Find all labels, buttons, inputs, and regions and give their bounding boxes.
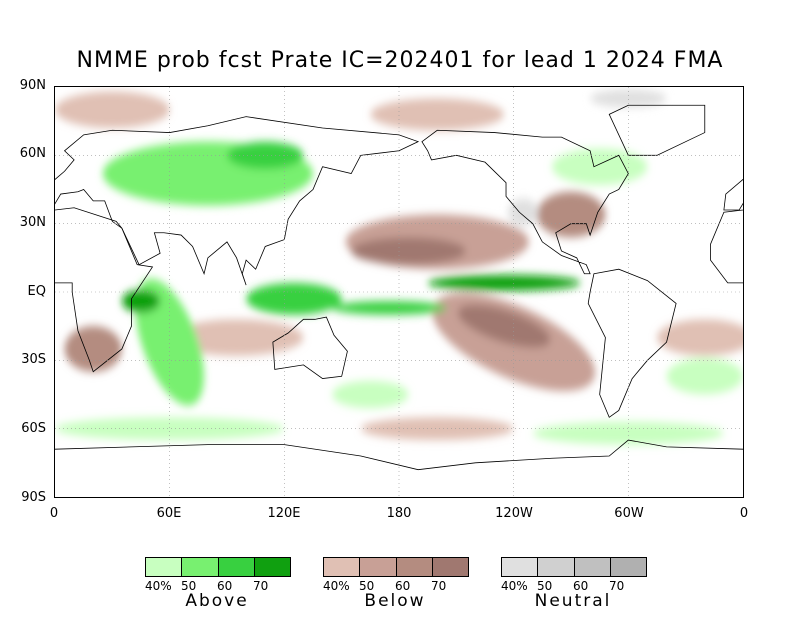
above-southern-ocean <box>55 417 285 441</box>
lon-label-60w: 60W <box>614 506 644 521</box>
legend-above-colorbar <box>145 557 291 577</box>
south-america-outline <box>588 269 676 417</box>
lat-label-90n: 90N <box>19 78 46 93</box>
below-arctic <box>55 91 170 128</box>
below-south-africa <box>64 326 122 372</box>
legend-swatch <box>218 558 255 576</box>
below-south-atlantic <box>657 319 743 356</box>
forecast-map <box>55 87 743 497</box>
north-america-outline <box>422 130 628 274</box>
lon-label-180: 180 <box>386 506 412 521</box>
below-southern-ocean <box>360 417 514 441</box>
legend-tick: 70 <box>253 579 269 593</box>
below-us <box>536 191 606 238</box>
legend-tick: 60 <box>217 579 233 593</box>
legend-swatch <box>574 558 611 576</box>
above-maritime-continent <box>246 282 342 315</box>
above-indian-ocean <box>135 278 204 406</box>
legend-below-colorbar <box>323 557 469 577</box>
legend-tick: 40% <box>145 579 172 593</box>
neutral-area <box>507 198 539 226</box>
lat-label-30n: 30N <box>19 215 46 230</box>
neutral-area <box>590 89 667 108</box>
legend-neutral-colorbar <box>501 557 647 577</box>
coastlines <box>55 104 743 470</box>
above-equatorial-pacific-core <box>427 274 581 291</box>
legend-neutral-label: Neutral <box>534 591 612 611</box>
legend-tick: 60 <box>395 579 411 593</box>
lat-label-60s: 60S <box>21 421 46 436</box>
legend-tick: 40% <box>501 579 528 593</box>
above-south-atlantic <box>666 358 743 395</box>
legend-above-label: Above <box>185 591 249 611</box>
legend-swatch <box>502 558 539 576</box>
africa-outline <box>55 208 152 372</box>
legend-swatch <box>432 558 468 576</box>
legend-below: 40% 50 60 70 Below <box>323 557 483 611</box>
lat-label-90s: 90S <box>21 490 46 505</box>
legend-swatch <box>610 558 646 576</box>
legend-tick: 70 <box>609 579 625 593</box>
below-arctic <box>370 98 505 131</box>
legend-swatch <box>254 558 290 576</box>
legend-tick: 40% <box>323 579 350 593</box>
legend-swatch <box>146 558 183 576</box>
legend-below-label: Below <box>364 591 426 611</box>
map-plot-area <box>54 86 744 498</box>
lat-label-eq: EQ <box>27 284 46 299</box>
legend-tick: 70 <box>431 579 447 593</box>
above-canada <box>551 148 648 185</box>
probability-shading <box>55 89 743 445</box>
lon-label-0: 0 <box>49 506 59 521</box>
legend-neutral: 40% 50 60 70 Neutral <box>501 557 661 611</box>
legend-swatch <box>360 558 397 576</box>
above-equatorial-pacific <box>332 301 447 315</box>
eurasia-outline <box>55 117 418 286</box>
lat-label-60n: 60N <box>19 146 46 161</box>
legend-above: 40% 50 60 70 Above <box>145 557 305 611</box>
below-north-pacific-core <box>351 237 466 265</box>
legend-tick: 50 <box>537 579 553 593</box>
australia-outline <box>273 317 348 379</box>
above-southern-ocean <box>532 421 724 445</box>
legend-tick: 50 <box>359 579 375 593</box>
legend-swatch <box>324 558 361 576</box>
antarctica-outline <box>55 440 743 470</box>
map-title: NMME prob fcst Prate IC=202401 for lead … <box>76 48 724 73</box>
legend-swatch <box>538 558 575 576</box>
lat-label-30s: 30S <box>21 352 46 367</box>
legend-tick: 50 <box>181 579 197 593</box>
lon-label-0-east: 0 <box>739 506 749 521</box>
above-east-africa <box>121 289 161 313</box>
gridlines <box>55 87 743 497</box>
legend-swatch <box>182 558 219 576</box>
above-australia <box>332 380 409 409</box>
below-south-indian <box>169 319 304 356</box>
legend-tick: 60 <box>573 579 589 593</box>
lon-label-120e: 120E <box>267 506 301 521</box>
lon-label-120w: 120W <box>495 506 533 521</box>
above-eurasia-core <box>227 141 304 169</box>
lon-label-60e: 60E <box>156 506 182 521</box>
legend-swatch <box>396 558 433 576</box>
below-se-pacific-core <box>457 304 551 348</box>
